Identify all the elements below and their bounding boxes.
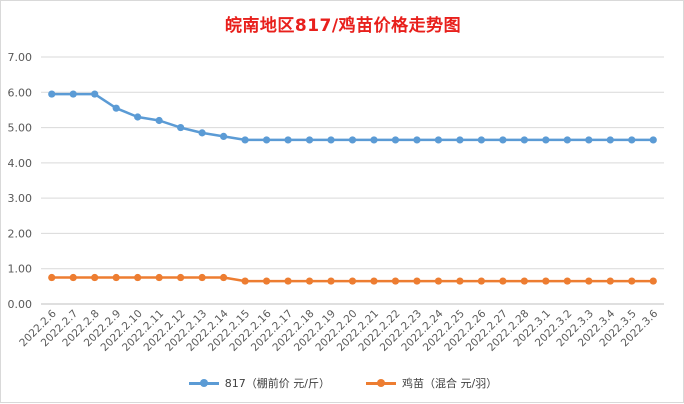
data-point [477, 277, 485, 285]
legend-item-817: 817（棚前价 元/斤） [188, 375, 330, 391]
data-point [177, 273, 185, 282]
data-point [434, 136, 443, 144]
data-point [434, 277, 443, 285]
data-point [262, 277, 271, 285]
data-point [177, 123, 185, 132]
data-point [628, 136, 636, 144]
y-tick-label: 0.00 [8, 298, 33, 311]
y-tick-label: 7.00 [8, 51, 33, 64]
data-point [91, 273, 99, 282]
y-tick-label: 2.00 [8, 227, 33, 240]
y-tick-label: 5.00 [8, 122, 33, 135]
data-point [520, 136, 528, 144]
data-point [48, 90, 56, 98]
data-point [69, 90, 77, 98]
chart-legend: 817（棚前价 元/斤） 鸡苗（混合 元/羽） [1, 374, 684, 392]
data-point [241, 277, 249, 285]
data-point [542, 277, 550, 285]
data-point [134, 113, 142, 121]
data-point [262, 136, 271, 144]
data-point [327, 277, 335, 285]
legend-swatch-chick [366, 378, 396, 388]
data-point [305, 277, 314, 285]
legend-label-817: 817（棚前价 元/斤） [224, 377, 330, 390]
data-point [155, 273, 163, 282]
data-point [563, 277, 571, 285]
y-tick-label: 4.00 [8, 157, 33, 170]
data-point [606, 277, 614, 285]
legend-dot-chick [377, 379, 385, 387]
data-point [563, 136, 571, 144]
data-point [112, 104, 120, 112]
data-point [499, 136, 507, 144]
data-point [220, 273, 228, 282]
data-point [284, 136, 292, 144]
data-point [456, 277, 464, 285]
data-point [370, 277, 378, 285]
data-point [220, 132, 228, 140]
data-point [327, 136, 335, 144]
series-line-1 [51, 92, 654, 142]
legend-item-chick: 鸡苗（混合 元/羽） [366, 375, 497, 391]
y-tick-label: 3.00 [8, 192, 33, 205]
data-point [649, 277, 657, 285]
legend-label-chick: 鸡苗（混合 元/羽） [402, 377, 498, 390]
data-point [413, 136, 421, 144]
data-point [477, 136, 485, 144]
data-point [542, 136, 550, 144]
data-point [241, 136, 249, 144]
data-point [134, 273, 142, 282]
data-point [391, 136, 400, 144]
data-point [155, 116, 163, 125]
data-point [520, 277, 528, 285]
data-point [628, 277, 636, 285]
data-point [499, 277, 507, 285]
y-tick-label: 6.00 [8, 86, 33, 99]
data-point [606, 136, 614, 144]
data-point [48, 273, 56, 282]
data-point [348, 136, 357, 144]
data-point [112, 273, 120, 282]
chart-title: 皖南地区817/鸡苗价格走势图 [224, 16, 462, 36]
data-point [284, 277, 292, 285]
data-point [649, 136, 657, 144]
data-point [305, 136, 314, 144]
data-point [348, 277, 357, 285]
data-point [370, 136, 378, 144]
data-point [391, 277, 400, 285]
data-point [198, 129, 206, 137]
data-point [456, 136, 464, 144]
legend-swatch-817 [188, 378, 219, 388]
data-point [585, 136, 593, 144]
legend-dot-817 [199, 379, 208, 387]
data-point [69, 273, 77, 282]
data-point [91, 90, 99, 98]
y-tick-label: 1.00 [8, 263, 33, 276]
data-point [198, 273, 206, 282]
data-point [585, 277, 593, 285]
data-point [413, 277, 421, 285]
